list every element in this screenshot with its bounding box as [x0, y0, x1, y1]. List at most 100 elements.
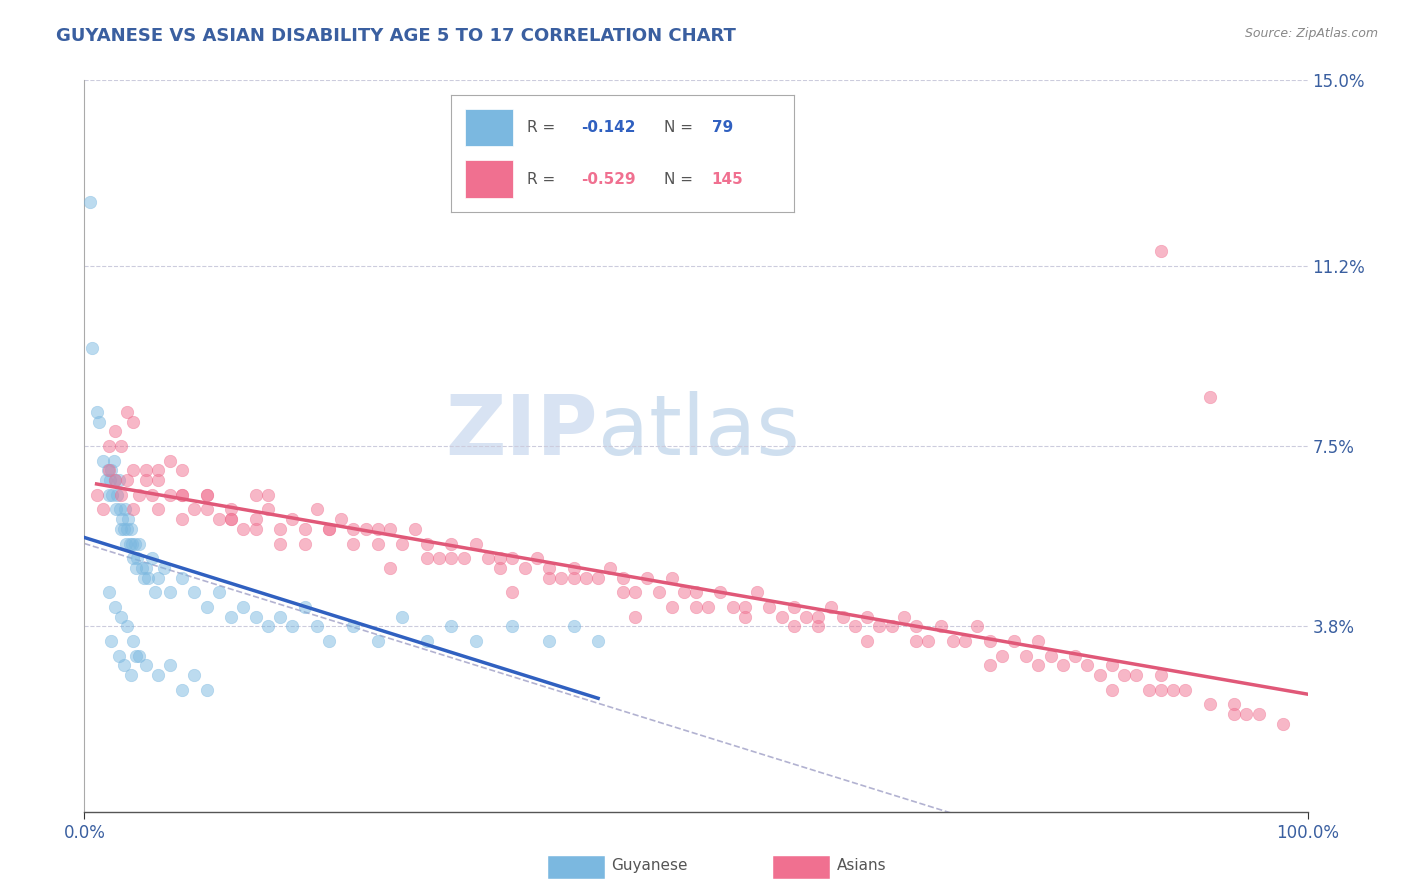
Point [1028, 658, 1050, 673]
Point [1198, 698, 1220, 712]
Point [195, 488, 218, 502]
Point [367, 536, 389, 550]
Point [208, 512, 231, 526]
Point [526, 551, 548, 566]
Point [135, 561, 157, 575]
Point [747, 585, 769, 599]
Point [831, 609, 853, 624]
Point [1101, 658, 1123, 673]
Point [391, 609, 413, 624]
Point [1002, 634, 1025, 648]
Point [122, 551, 145, 566]
Point [783, 619, 806, 633]
Point [159, 658, 181, 673]
Point [135, 658, 157, 673]
Text: Source: ZipAtlas.com: Source: ZipAtlas.com [1244, 27, 1378, 40]
Point [232, 522, 254, 536]
Point [257, 619, 280, 633]
Point [1137, 682, 1160, 697]
Point [115, 405, 138, 419]
Point [562, 561, 585, 575]
Point [599, 561, 621, 575]
Point [135, 463, 157, 477]
Point [464, 634, 486, 648]
Point [104, 473, 127, 487]
Point [219, 512, 242, 526]
Point [929, 619, 952, 633]
Point [489, 551, 512, 566]
Point [257, 502, 280, 516]
Point [103, 453, 125, 467]
Point [183, 585, 205, 599]
Point [367, 522, 389, 536]
Point [105, 488, 128, 502]
Point [281, 619, 304, 633]
Point [721, 599, 744, 614]
Point [245, 488, 267, 502]
Point [770, 609, 793, 624]
Point [502, 619, 524, 633]
Point [97, 439, 120, 453]
Point [550, 571, 572, 585]
Point [86, 405, 108, 419]
Point [661, 571, 683, 585]
Point [87, 415, 110, 429]
Point [880, 619, 903, 633]
Point [893, 609, 915, 624]
Point [562, 619, 585, 633]
Point [1247, 707, 1270, 722]
Point [979, 634, 1001, 648]
Point [391, 536, 413, 550]
Point [128, 648, 150, 663]
Point [1150, 682, 1173, 697]
Point [107, 473, 129, 487]
Point [146, 502, 169, 516]
Point [380, 522, 402, 536]
Point [624, 609, 647, 624]
Point [97, 488, 120, 502]
Point [101, 488, 124, 502]
Point [427, 551, 450, 566]
Point [245, 522, 267, 536]
Point [342, 536, 364, 550]
Point [685, 599, 707, 614]
Point [143, 585, 166, 599]
Point [117, 512, 139, 526]
Point [146, 473, 169, 487]
Point [612, 585, 634, 599]
Point [97, 463, 120, 477]
Point [367, 634, 389, 648]
Point [153, 561, 176, 575]
Point [734, 609, 756, 624]
Text: atlas: atlas [598, 391, 800, 472]
Point [380, 561, 402, 575]
Point [612, 571, 634, 585]
Point [440, 619, 463, 633]
Point [1052, 658, 1074, 673]
Point [538, 571, 561, 585]
Point [1272, 717, 1295, 731]
Point [124, 536, 146, 550]
Point [159, 453, 181, 467]
Point [208, 585, 231, 599]
Point [294, 536, 316, 550]
Point [146, 571, 169, 585]
Point [844, 619, 866, 633]
Point [538, 634, 561, 648]
Point [1064, 648, 1087, 663]
Point [416, 634, 439, 648]
Point [100, 463, 122, 477]
Point [141, 488, 163, 502]
Point [232, 599, 254, 614]
Point [318, 522, 340, 536]
Point [98, 473, 121, 487]
Point [172, 512, 194, 526]
Point [416, 536, 439, 550]
Point [1101, 682, 1123, 697]
Point [440, 551, 463, 566]
Point [219, 512, 242, 526]
Point [80, 342, 103, 356]
Point [195, 502, 218, 516]
Point [118, 536, 141, 550]
Point [110, 609, 132, 624]
